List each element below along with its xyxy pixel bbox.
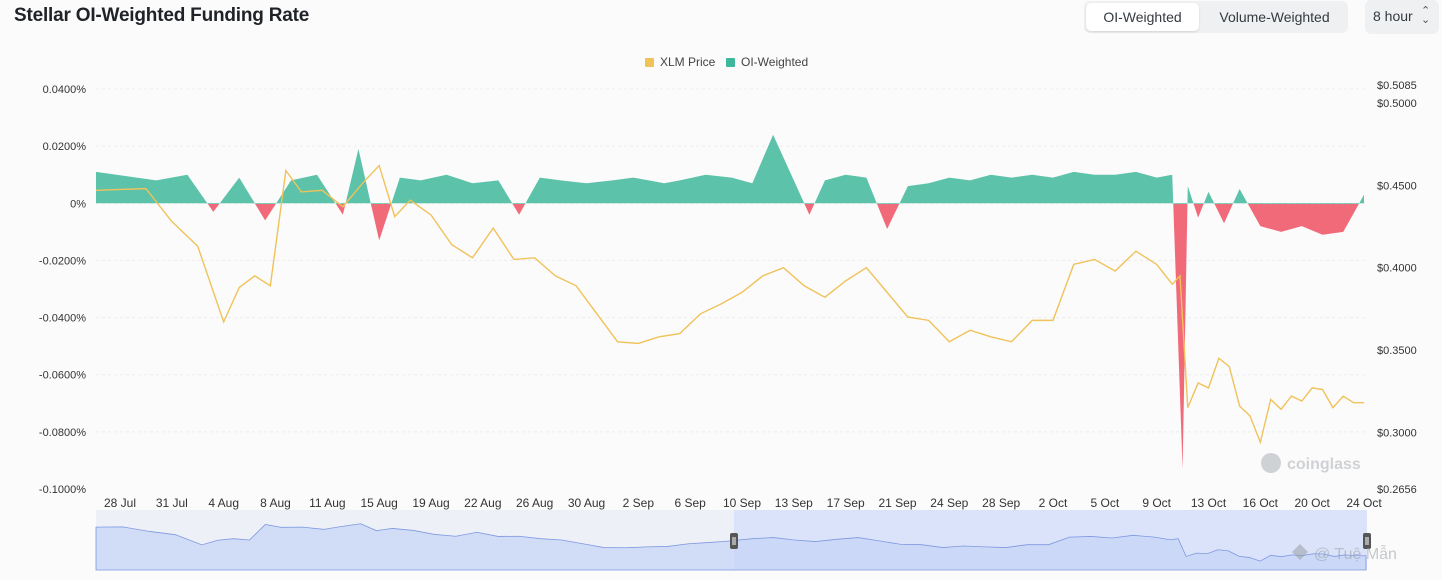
x-tick-label: 4 Aug [208, 496, 239, 510]
watermark-credit: @ Tuệ Mẫn [1314, 544, 1397, 563]
plot-area[interactable] [95, 134, 1364, 469]
x-tick-label: 22 Aug [464, 496, 501, 510]
x-tick-label: 31 Jul [156, 496, 188, 510]
x-tick-label: 28 Sep [982, 496, 1020, 510]
interval-select[interactable]: 8 hour ⌃ ⌄ [1365, 0, 1439, 34]
y-right-tick-label: $0.3000 [1377, 427, 1417, 439]
y-right-tick-label: $0.2656 [1377, 484, 1417, 496]
coinglass-watermark: coinglass [1261, 453, 1361, 473]
y-right-tick-label: $0.4000 [1377, 263, 1417, 275]
y-left-tick-label: 0.0400% [43, 84, 87, 96]
y-axis-right: $0.5085 $0.5000 $0.4500 $0.4000 $0.3500 $0.30… [1377, 80, 1417, 496]
x-tick-label: 13 Sep [775, 496, 813, 510]
volume-weighted-tab[interactable]: Volume-Weighted [1219, 9, 1330, 25]
y-axis-left: 0.0400% 0.0200% 0% -0.0200% -0.0400% -0.0600%… [39, 84, 86, 496]
coinglass-logo-icon [1261, 453, 1281, 473]
x-tick-label: 6 Sep [674, 496, 706, 510]
x-tick-label: 17 Sep [827, 496, 865, 510]
legend-label-oi[interactable]: OI-Weighted [741, 55, 808, 69]
page-title: Stellar OI-Weighted Funding Rate [14, 5, 310, 26]
x-tick-label: 24 Sep [930, 496, 968, 510]
x-tick-label: 19 Aug [412, 496, 449, 510]
x-axis: 28 Jul 31 Jul 4 Aug 8 Aug 11 Aug 15 Aug 19 Aug… [104, 496, 1382, 510]
x-tick-label: 2 Oct [1039, 496, 1068, 510]
weighting-toggle: OI-Weighted Volume-Weighted [1084, 1, 1348, 33]
x-tick-label: 30 Aug [568, 496, 605, 510]
y-right-tick-label: $0.5085 [1377, 80, 1417, 92]
oi-weighted-tab[interactable]: OI-Weighted [1086, 3, 1199, 31]
x-tick-label: 2 Sep [623, 496, 655, 510]
legend-label-price[interactable]: XLM Price [660, 55, 716, 69]
x-tick-label: 21 Sep [878, 496, 916, 510]
x-tick-label: 15 Aug [360, 496, 397, 510]
legend-swatch-oi [726, 58, 735, 67]
x-tick-label: 13 Oct [1191, 496, 1227, 510]
x-tick-label: 16 Oct [1243, 496, 1279, 510]
y-right-tick-label: $0.3500 [1377, 345, 1417, 357]
y-left-tick-label: -0.1000% [39, 484, 86, 496]
navigator-left-handle[interactable] [730, 533, 738, 549]
x-tick-label: 5 Oct [1090, 496, 1119, 510]
y-left-tick-label: -0.0800% [39, 427, 86, 439]
x-tick-label: 9 Oct [1142, 496, 1171, 510]
legend: XLM Price OI-Weighted [645, 55, 808, 69]
y-left-tick-label: -0.0600% [39, 370, 86, 382]
xlm-price-line [95, 164, 1364, 445]
x-tick-label: 10 Sep [723, 496, 761, 510]
diamond-logo-icon [1292, 544, 1308, 560]
x-tick-label: 28 Jul [104, 496, 136, 510]
x-tick-label: 20 Oct [1294, 496, 1330, 510]
oi-weighted-positive-area [96, 134, 1364, 204]
range-navigator[interactable] [95, 510, 1371, 571]
x-tick-label: 11 Aug [309, 496, 345, 510]
y-left-tick-label: -0.0200% [39, 255, 86, 267]
interval-value: 8 hour [1373, 8, 1413, 24]
y-left-tick-label: 0.0200% [43, 141, 87, 153]
watermark-brand: coinglass [1287, 456, 1361, 473]
x-tick-label: 24 Oct [1346, 496, 1382, 510]
credit-watermark: @ Tuệ Mẫn [1292, 544, 1397, 563]
x-tick-label: 26 Aug [516, 496, 553, 510]
y-right-tick-label: $0.5000 [1377, 98, 1417, 110]
x-tick-label: 8 Aug [260, 496, 291, 510]
y-right-tick-label: $0.4500 [1377, 180, 1417, 192]
legend-swatch-price [645, 58, 654, 67]
y-left-tick-label: -0.0400% [39, 313, 86, 325]
navigator-right-handle[interactable] [1363, 533, 1371, 549]
sort-chevron-icon: ⌃ ⌄ [1421, 5, 1431, 26]
y-left-tick-label: 0% [70, 198, 86, 210]
